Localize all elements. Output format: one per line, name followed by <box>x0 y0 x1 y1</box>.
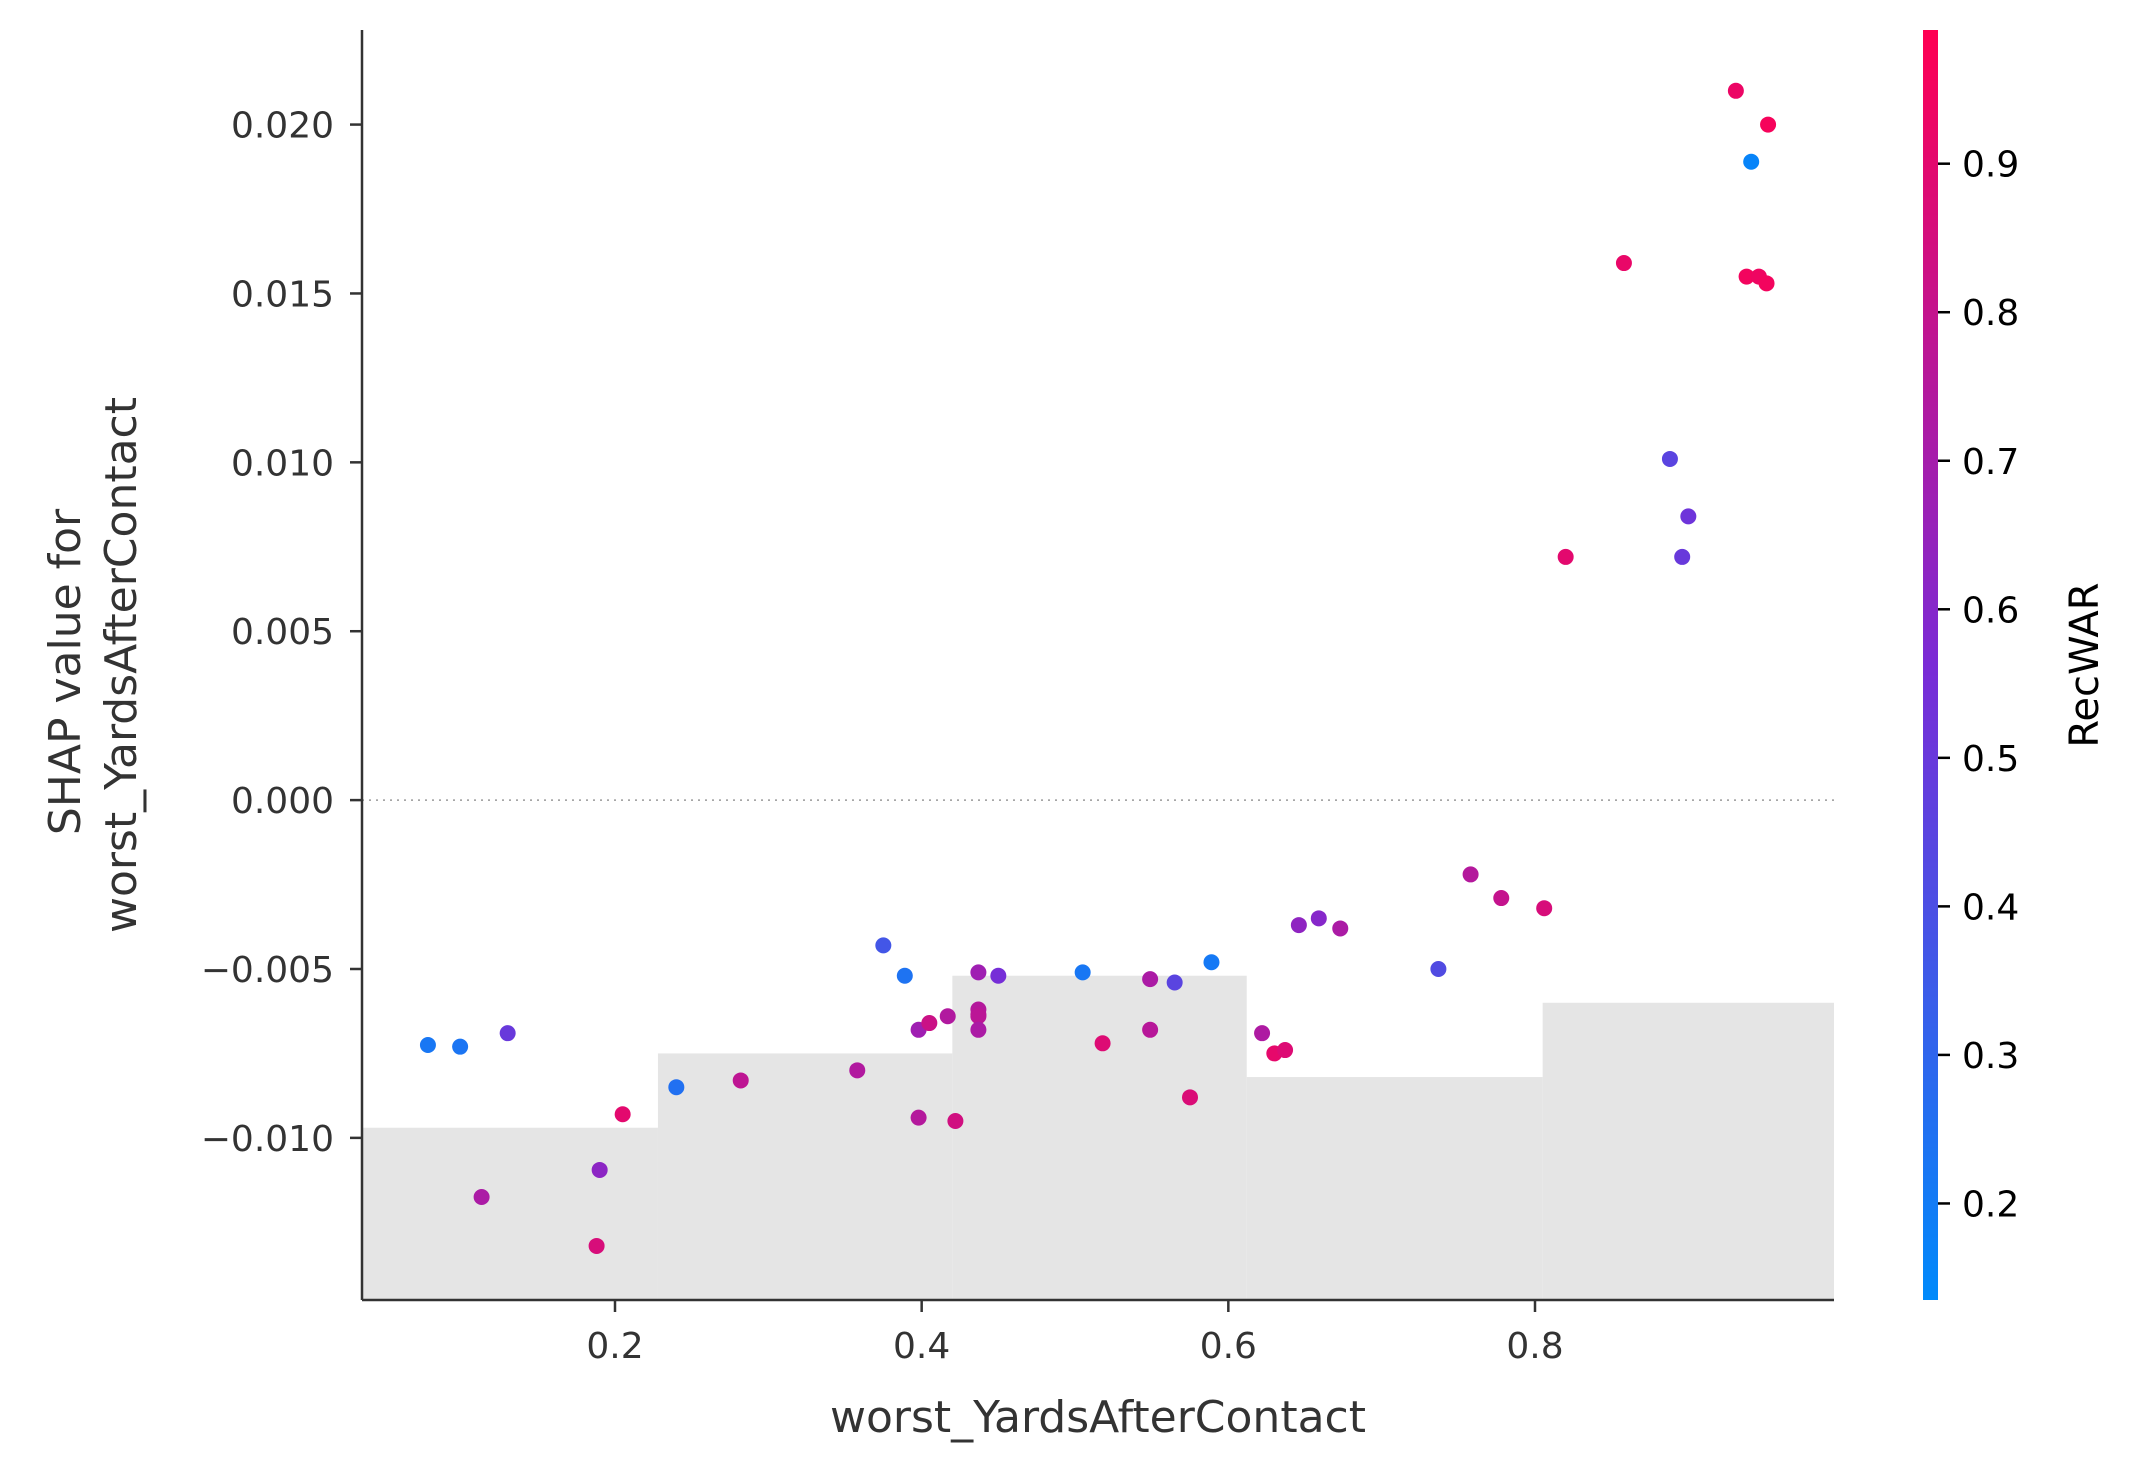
data-point-21 <box>970 1008 987 1025</box>
data-point-51 <box>1760 116 1777 133</box>
y-tick-label: 0.015 <box>231 274 334 315</box>
data-point-45 <box>1680 508 1697 525</box>
histogram-bin-5 <box>1542 1002 1834 1300</box>
colorbar-tick-label: 0.6 <box>1962 590 2019 631</box>
data-point-40 <box>1536 900 1553 917</box>
data-point-4 <box>473 1188 490 1205</box>
data-point-11 <box>875 937 892 954</box>
data-point-35 <box>1310 910 1327 927</box>
x-tick-label: 0.4 <box>893 1326 950 1367</box>
y-tick-label: 0.005 <box>231 612 334 653</box>
x-tick-label: 0.8 <box>1506 1326 1563 1367</box>
histogram-bin-3 <box>952 975 1247 1300</box>
data-point-37 <box>1430 960 1447 977</box>
data-point-6 <box>588 1237 605 1254</box>
data-point-1 <box>419 1036 436 1053</box>
colorbar-tick-label: 0.7 <box>1962 442 2019 483</box>
data-point-18 <box>970 964 987 981</box>
data-point-43 <box>1661 450 1678 467</box>
data-point-34 <box>1290 917 1307 934</box>
data-point-30 <box>1203 954 1220 971</box>
data-point-5 <box>591 1161 608 1178</box>
colorbar-tick-label: 0.9 <box>1962 145 2019 186</box>
colorbar <box>1923 30 1938 1300</box>
histogram-bin-2 <box>657 1053 953 1300</box>
y-tick-label: −0.005 <box>201 950 334 991</box>
data-point-27 <box>1142 1021 1159 1038</box>
data-point-36 <box>1332 920 1349 937</box>
y-tick-label: 0.010 <box>231 443 334 484</box>
data-point-15 <box>939 1008 956 1025</box>
data-point-38 <box>1462 866 1479 883</box>
histogram-bin-4 <box>1246 1077 1543 1300</box>
data-point-39 <box>1493 890 1510 907</box>
histogram-bin-1 <box>362 1127 658 1300</box>
data-point-47 <box>1743 153 1760 170</box>
data-point-12 <box>896 967 913 984</box>
data-point-33 <box>1277 1042 1294 1059</box>
data-point-41 <box>1557 548 1574 565</box>
data-point-46 <box>1727 82 1744 99</box>
colorbar-tick-label: 0.2 <box>1962 1184 2019 1225</box>
data-point-28 <box>1166 974 1183 991</box>
scatter-points <box>419 82 1777 1254</box>
y-axis-title: SHAP value for worst_YardsAfterContact <box>40 397 147 933</box>
x-tick-label: 0.2 <box>586 1326 643 1367</box>
colorbar-tick-label: 0.5 <box>1962 739 2019 780</box>
data-point-14 <box>921 1015 938 1032</box>
data-point-25 <box>1094 1035 1111 1052</box>
data-point-3 <box>499 1025 516 1042</box>
colorbar-ticks: 0.9 0.8 0.7 0.6 0.5 0.4 0.3 0.2 <box>1938 145 2019 1225</box>
data-point-50 <box>1758 275 1775 292</box>
x-axis-title: worst_YardsAfterContact <box>830 1392 1366 1443</box>
colorbar-tick-label: 0.8 <box>1962 293 2019 334</box>
data-point-42 <box>1615 255 1632 272</box>
data-point-48 <box>1738 268 1755 285</box>
histogram-background <box>362 975 1834 1300</box>
x-tick-label: 0.6 <box>1200 1326 1257 1367</box>
data-point-7 <box>614 1106 631 1123</box>
data-point-16 <box>910 1109 927 1126</box>
colorbar-tick-label: 0.3 <box>1962 1036 2019 1077</box>
y-tick-label: 0.000 <box>231 781 334 822</box>
data-point-10 <box>849 1062 866 1079</box>
data-point-26 <box>1142 971 1159 988</box>
data-point-29 <box>1182 1089 1198 1106</box>
colorbar-title: RecWAR <box>2062 582 2108 747</box>
data-point-8 <box>668 1079 685 1096</box>
data-point-17 <box>947 1112 964 1129</box>
data-point-24 <box>1074 964 1091 981</box>
y-axis-title-line2: worst_YardsAfterContact <box>96 397 147 933</box>
y-axis-title-line1: SHAP value for <box>40 508 91 835</box>
data-point-31 <box>1254 1025 1271 1042</box>
y-axis-ticks: 0.020 0.015 0.010 0.005 0.000 −0.005 −0.010 <box>201 106 362 1160</box>
y-tick-label: 0.020 <box>231 106 334 147</box>
data-point-9 <box>732 1072 749 1089</box>
y-tick-label: −0.010 <box>201 1119 334 1160</box>
data-point-22 <box>970 1021 987 1038</box>
x-axis-ticks: 0.2 0.4 0.6 0.8 <box>586 1300 1564 1367</box>
data-point-44 <box>1674 548 1691 565</box>
data-point-2 <box>452 1038 469 1055</box>
data-point-23 <box>990 967 1007 984</box>
colorbar-tick-label: 0.4 <box>1962 887 2019 928</box>
